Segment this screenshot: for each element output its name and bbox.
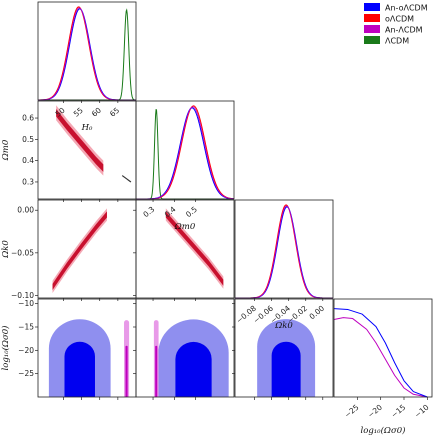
contour-An-oLCDM-H0-logOs0-inner bbox=[64, 341, 95, 397]
xaxis-label-1: Ωm0 bbox=[174, 222, 196, 232]
xtick-label-2-4: 0.00 bbox=[307, 303, 326, 321]
legend-label-0: An-oΛCDM bbox=[385, 4, 428, 13]
xtick-label-1-1: 0.4 bbox=[163, 204, 178, 219]
panel-frame-r2-c2 bbox=[234, 199, 334, 299]
marginal-line-An-oLCDM-H0 bbox=[38, 8, 136, 101]
contour-An-oLCDM-Om0-logOs0-group bbox=[158, 319, 229, 397]
marginal-line-An-LCDM-H0 bbox=[37, 7, 136, 101]
contour-inner-H0-Ok0 bbox=[52, 211, 107, 290]
xtick-label-3-3: −10 bbox=[413, 402, 431, 419]
panel-frame-r3-c2 bbox=[234, 298, 334, 398]
xtick-label-1-2: 0.5 bbox=[184, 204, 199, 219]
panel-frame-r0-c0 bbox=[37, 1, 137, 101]
xaxis-label-3: log₁₀(Ωσ0) bbox=[361, 425, 406, 436]
legend: An-oΛCDM oΛCDM An-ΛCDM ΛCDM bbox=[364, 3, 428, 46]
marginal-line-An-oLCDM-logOs0 bbox=[333, 308, 428, 398]
panel-frame-r3-c3 bbox=[333, 298, 433, 398]
legend-swatch-3 bbox=[364, 36, 380, 44]
panel-frame-r1-c1 bbox=[135, 100, 235, 200]
contour-An-oLCDM-H0-logOs0-group bbox=[48, 319, 111, 397]
xaxis-label-2: Ωk0 bbox=[274, 321, 293, 331]
contour-LCDM-H0-Om0 bbox=[121, 175, 132, 183]
xtick-label-3-0: −25 bbox=[343, 402, 361, 419]
legend-label-2: An-ΛCDM bbox=[385, 26, 423, 35]
marginal-line-oLCDM-Om0 bbox=[136, 105, 235, 200]
marginal-line-An-LCDM-Ok0 bbox=[235, 205, 333, 299]
contour-An-oLCDM-Ok0-logOs0-inner bbox=[271, 341, 301, 397]
contour-An-LCDM-Om0-logOs0-inner bbox=[155, 345, 158, 397]
ytick-label-1-0: 0.3 bbox=[22, 177, 34, 186]
contour-inner-H0-Om0 bbox=[56, 108, 104, 172]
marginal-panel-Om0 bbox=[136, 105, 235, 200]
marginal-line-LCDM-H0 bbox=[38, 8, 137, 101]
ytick-label-2-2: 0.00 bbox=[17, 206, 34, 215]
panel-frame-r2-c1 bbox=[135, 199, 235, 299]
marginal-panel-H0 bbox=[37, 6, 137, 101]
marginal-panel-Ok0 bbox=[235, 204, 333, 299]
marginal-panel-logOs0 bbox=[333, 308, 428, 398]
marginal-line-oLCDM-logOs0 bbox=[333, 317, 428, 398]
legend-label-3: ΛCDM bbox=[385, 37, 409, 46]
legend-swatch-1 bbox=[364, 14, 380, 22]
ytick-label-3-1: −20 bbox=[18, 346, 34, 355]
ytick-label-3-0: −25 bbox=[18, 369, 34, 378]
xtick-label-0-2: 60 bbox=[90, 105, 103, 118]
legend-swatch-2 bbox=[364, 25, 380, 33]
contour-inner-Om0-Ok0 bbox=[165, 211, 224, 286]
yaxis-label-1: Ωm0 bbox=[1, 139, 11, 161]
ytick-label-2-0: −0.10 bbox=[11, 291, 34, 300]
xtick-label-3-2: −15 bbox=[389, 402, 407, 419]
marginal-line-oLCDM-H0 bbox=[37, 6, 136, 101]
ytick-label-1-1: 0.4 bbox=[22, 156, 34, 165]
ytick-label-3-3: −10 bbox=[18, 299, 34, 308]
xaxis-label-0: H₀ bbox=[81, 123, 93, 133]
marginal-line-An-LCDM-Om0 bbox=[136, 106, 235, 200]
contour-An-LCDM-H0-logOs0-group bbox=[124, 320, 130, 397]
yaxis-label-3: log₁₀(Ωσ0) bbox=[0, 326, 11, 371]
xtick-label-0-1: 55 bbox=[72, 105, 85, 118]
contour-An-LCDM-H0-logOs0-inner bbox=[125, 345, 128, 397]
marginal-line-An-oLCDM-Ok0 bbox=[235, 206, 333, 299]
legend-swatch-0 bbox=[364, 3, 380, 11]
legend-label-1: oΛCDM bbox=[385, 15, 414, 24]
xtick-label-3-1: −20 bbox=[366, 402, 384, 419]
contour-An-oLCDM-Om0-logOs0-inner bbox=[175, 341, 212, 397]
ytick-label-1-3: 0.6 bbox=[22, 114, 34, 123]
yaxis-label-2: Ωk0 bbox=[1, 240, 11, 259]
marginal-line-An-oLCDM-Om0 bbox=[136, 107, 235, 200]
ytick-label-2-1: −0.05 bbox=[11, 248, 34, 257]
contour-An-LCDM-Om0-logOs0-group bbox=[153, 320, 159, 397]
marginal-line-oLCDM-Ok0 bbox=[235, 204, 333, 299]
contour-An-oLCDM-Ok0-logOs0-group bbox=[257, 319, 316, 397]
ytick-label-3-2: −15 bbox=[18, 323, 34, 332]
xtick-label-0-3: 65 bbox=[108, 105, 121, 118]
xtick-label-1-0: 0.3 bbox=[141, 204, 156, 219]
ytick-label-1-2: 0.5 bbox=[22, 135, 34, 144]
panel-frame-r3-c1 bbox=[135, 298, 235, 398]
